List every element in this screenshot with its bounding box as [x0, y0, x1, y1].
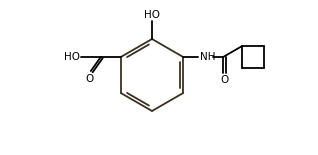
Text: NH: NH: [200, 52, 216, 62]
Text: HO: HO: [144, 10, 160, 20]
Text: HO: HO: [64, 52, 80, 62]
Text: O: O: [86, 74, 94, 84]
Text: O: O: [220, 75, 228, 85]
